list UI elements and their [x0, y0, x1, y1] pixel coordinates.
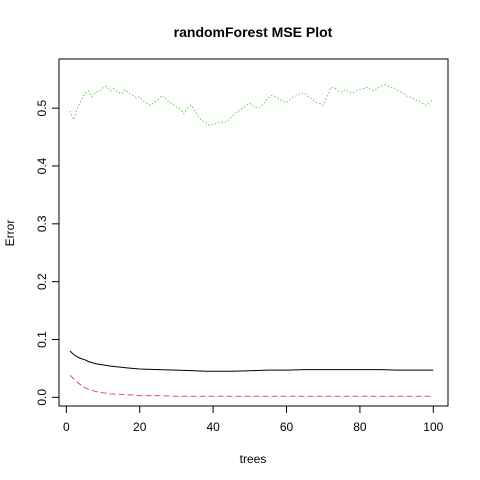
y-tick-label: 0.4: [35, 157, 49, 174]
x-tick-label: 100: [423, 420, 443, 434]
x-axis-label: trees: [240, 452, 267, 466]
y-tick-label: 0.3: [35, 215, 49, 232]
y-axis-label: Error: [3, 220, 17, 247]
series-line-3: [69, 84, 434, 127]
y-tick-label: 0.2: [35, 273, 49, 290]
x-tick-label: 0: [63, 420, 70, 434]
y-tick-label: 0.0: [35, 389, 49, 406]
plot-frame: [58, 58, 449, 407]
series-line-1: [69, 350, 434, 372]
y-tick-label: 0.5: [35, 99, 49, 116]
x-axis: 0 20 40 60 80 100: [63, 405, 444, 434]
x-tick-label: 40: [206, 420, 220, 434]
chart-title: randomForest MSE Plot: [174, 24, 333, 40]
y-tick-label: 0.1: [35, 331, 49, 348]
x-tick-label: 60: [280, 420, 294, 434]
series-layer: [69, 84, 434, 397]
x-tick-label: 20: [133, 420, 147, 434]
series-line-2: [69, 374, 434, 397]
y-axis: 0.0 0.1 0.2 0.3 0.4 0.5: [35, 99, 60, 406]
x-tick-label: 80: [353, 420, 367, 434]
